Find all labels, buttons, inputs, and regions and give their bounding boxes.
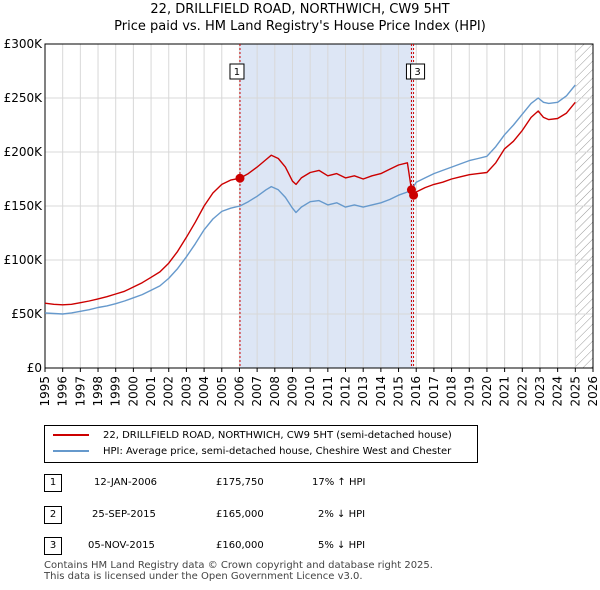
x-tick-label: 2002 <box>162 376 176 407</box>
price-chart: 22, DRILLFIELD ROAD, NORTHWICH, CW9 5HT … <box>4 2 600 407</box>
y-tick-label: £300K <box>4 37 44 51</box>
legend-item-hpi: HPI: Average price, semi-detached house,… <box>53 444 451 460</box>
marker-1-label: 1 <box>234 67 240 78</box>
x-tick-label: 2006 <box>232 376 246 407</box>
marker-3-point <box>409 190 419 200</box>
x-tick-label: 1999 <box>109 376 123 407</box>
transaction-date: 05-NOV-2015 <box>88 540 155 551</box>
transaction-price: £175,750 <box>216 477 264 488</box>
transaction-badge: 1 <box>44 474 62 492</box>
transaction-hpi: 2% ↓ HPI <box>318 509 366 520</box>
x-tick-label: 2023 <box>533 376 547 407</box>
x-tick-label: 2008 <box>268 376 282 407</box>
x-tick-label: 2005 <box>215 376 229 407</box>
x-tick-label: 2019 <box>462 376 476 407</box>
x-tick-label: 2024 <box>551 376 565 407</box>
transaction-hpi: 17% ↑ HPI <box>312 477 366 488</box>
transaction-badge: 2 <box>44 506 62 524</box>
x-tick-label: 2004 <box>197 376 211 407</box>
x-tick-label: 2020 <box>480 376 494 407</box>
x-tick-label: 2018 <box>445 376 459 407</box>
y-tick-label: £150K <box>4 199 44 213</box>
x-tick-label: 1997 <box>73 376 87 407</box>
plot-frame <box>44 43 594 369</box>
transaction-date: 12-JAN-2006 <box>94 477 158 488</box>
x-tick-label: 2025 <box>568 376 582 407</box>
transaction-price: £165,000 <box>216 509 264 520</box>
x-tick-label: 2026 <box>586 376 600 407</box>
marker-1-label-box <box>229 63 245 80</box>
x-tick-label: 1998 <box>91 376 105 407</box>
marker-1-point <box>235 173 245 183</box>
footer-line-2: This data is licensed under the Open Gov… <box>44 571 363 582</box>
transaction-price: £160,000 <box>216 540 264 551</box>
y-tick-label: £0 <box>27 361 42 375</box>
legend-swatch-property <box>53 434 89 436</box>
x-tick-label: 2016 <box>409 376 423 407</box>
property-series-line <box>44 101 576 306</box>
x-tick-label: 2011 <box>321 376 335 407</box>
y-tick-label: £100K <box>4 253 44 267</box>
transaction-badge: 3 <box>44 537 62 555</box>
x-tick-label: 2007 <box>250 376 264 407</box>
legend-label-hpi: HPI: Average price, semi-detached house,… <box>103 446 452 457</box>
x-tick-label: 1995 <box>38 376 52 407</box>
x-tick-label: 2021 <box>498 376 512 407</box>
footer-line-1: Contains HM Land Registry data © Crown c… <box>44 560 433 571</box>
legend: 22, DRILLFIELD ROAD, NORTHWICH, CW9 5HT … <box>44 425 478 463</box>
footer-attribution: Contains HM Land Registry data © Crown c… <box>44 560 433 582</box>
x-tick-label: 1996 <box>56 376 70 407</box>
legend-label-property: 22, DRILLFIELD ROAD, NORTHWICH, CW9 5HT … <box>103 430 452 441</box>
chart-subtitle: Price paid vs. HM Land Registry's House … <box>114 19 486 34</box>
x-tick-label: 2017 <box>427 376 441 407</box>
x-tick-label: 2012 <box>339 376 353 407</box>
legend-swatch-hpi <box>53 450 89 452</box>
transaction-hpi: 5% ↓ HPI <box>318 540 366 551</box>
x-tick-label: 2003 <box>179 376 193 407</box>
x-tick-label: 2014 <box>374 376 388 407</box>
legend-item-property: 22, DRILLFIELD ROAD, NORTHWICH, CW9 5HT … <box>53 428 452 444</box>
x-tick-label: 2001 <box>144 376 158 407</box>
x-tick-label: 2015 <box>392 376 406 407</box>
transaction-date: 25-SEP-2015 <box>92 509 156 520</box>
y-tick-label: £50K <box>11 307 43 321</box>
y-tick-label: £200K <box>4 145 44 159</box>
marker-3-label-box <box>410 63 426 80</box>
x-tick-label: 2000 <box>126 376 140 407</box>
x-tick-label: 2022 <box>515 376 529 407</box>
hpi-series-line <box>44 84 576 315</box>
y-tick-label: £250K <box>4 91 44 105</box>
x-tick-label: 2010 <box>303 376 317 407</box>
chart-title: 22, DRILLFIELD ROAD, NORTHWICH, CW9 5HT <box>150 2 449 17</box>
x-tick-label: 2009 <box>285 376 299 407</box>
x-tick-label: 2013 <box>356 376 370 407</box>
marker-3-label: 3 <box>414 67 420 78</box>
